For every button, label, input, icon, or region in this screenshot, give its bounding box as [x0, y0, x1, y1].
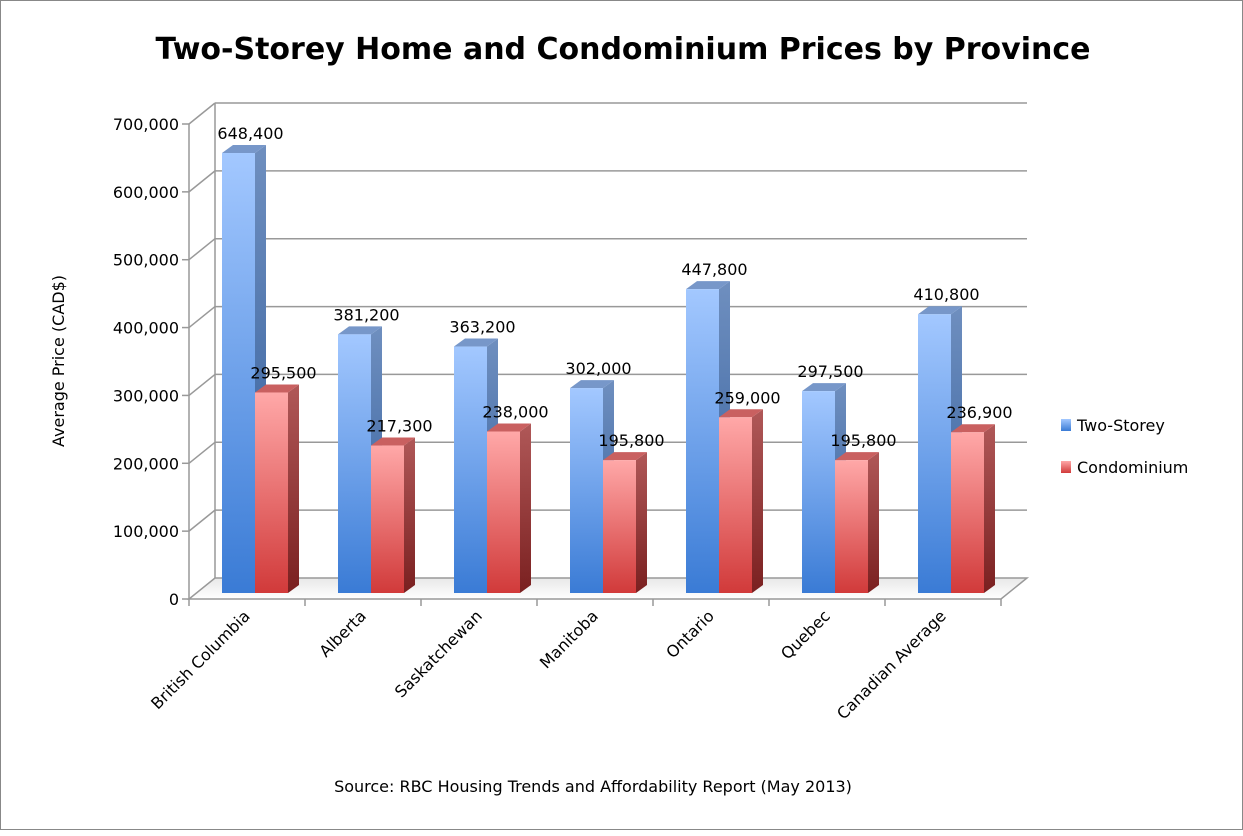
bar-front [719, 417, 752, 593]
bar-condominium-british-columbia [255, 384, 299, 593]
bar-front [338, 334, 371, 593]
data-label: 410,800 [913, 285, 979, 304]
gridline-side [188, 102, 216, 125]
source-note: Source: RBC Housing Trends and Affordabi… [334, 777, 852, 796]
x-tick-label: Alberta [315, 606, 369, 660]
gridline-side [188, 441, 216, 464]
bar-top [338, 326, 382, 335]
bar-side [868, 452, 879, 593]
bar-top [686, 281, 730, 290]
gridline-side [188, 509, 216, 532]
y-tick-label: 100,000 [113, 522, 179, 541]
bar-top [719, 409, 763, 418]
legend: Two-Storey Condominium [1061, 416, 1188, 477]
bar-front [918, 314, 951, 593]
bar-condominium-quebec [835, 452, 879, 593]
y-tick-label: 400,000 [113, 319, 179, 338]
bar-condominium-ontario [719, 409, 763, 593]
legend-label: Condominium [1077, 458, 1188, 477]
legend-swatch [1061, 419, 1071, 431]
bar-front [371, 445, 404, 593]
data-label: 447,800 [681, 260, 747, 279]
bar-side [636, 452, 647, 593]
x-tick-label: Saskatchewan [391, 606, 486, 701]
bar-top [454, 338, 498, 347]
bar-top [835, 452, 879, 461]
bar-front [255, 392, 288, 593]
x-tick-label: Quebec [777, 606, 834, 663]
bar-top [371, 437, 415, 446]
data-label: 238,000 [482, 403, 548, 422]
bar-top [487, 423, 531, 432]
bar-front [570, 388, 603, 593]
data-label: 363,200 [449, 318, 515, 337]
bar-front [487, 431, 520, 593]
bar-top [951, 424, 995, 433]
bar-top [570, 380, 614, 389]
bar-top [255, 384, 299, 393]
bar-condominium-canadian-average [951, 424, 995, 593]
y-tick-label: 700,000 [113, 115, 179, 134]
bar-side [752, 409, 763, 593]
y-tick-label: 0 [169, 590, 179, 609]
legend-label: Two-Storey [1076, 416, 1165, 435]
bar-side [288, 384, 299, 593]
bar-front [603, 460, 636, 593]
bar-side [404, 437, 415, 593]
bar-top [603, 452, 647, 461]
data-label: 648,400 [217, 124, 283, 143]
bar-front [951, 432, 984, 593]
bar-two-storey-quebec [802, 383, 846, 593]
data-label: 297,500 [797, 362, 863, 381]
legend-swatch [1061, 461, 1071, 473]
bar-top [802, 383, 846, 392]
bar-condominium-alberta [371, 437, 415, 593]
data-label: 295,500 [250, 363, 316, 382]
y-tick-label: 500,000 [113, 251, 179, 270]
y-tick-label: 600,000 [113, 183, 179, 202]
bar-front [835, 460, 868, 593]
bar-front [222, 153, 255, 593]
bar-condominium-manitoba [603, 452, 647, 593]
data-label: 381,200 [333, 305, 399, 324]
y-tick-label: 200,000 [113, 454, 179, 473]
bar-side [520, 423, 531, 593]
data-label: 236,900 [946, 403, 1012, 422]
gridline-side [188, 373, 216, 397]
bar-condominium-saskatchewan [487, 423, 531, 593]
data-label: 302,000 [565, 359, 631, 378]
x-tick-label: Canadian Average [833, 606, 950, 723]
bar-top [918, 306, 962, 315]
bar-front [454, 346, 487, 593]
gridline-side [188, 170, 216, 193]
bar-front [802, 391, 835, 593]
bar-side [984, 424, 995, 593]
x-tick-label: Ontario [662, 606, 718, 662]
y-tick-label: 300,000 [113, 386, 179, 405]
data-label: 195,800 [830, 431, 896, 450]
gridline-side [188, 238, 216, 261]
bar-front [686, 289, 719, 593]
data-label: 217,300 [366, 417, 432, 436]
data-label: 259,000 [714, 388, 780, 407]
bar-top [222, 145, 266, 154]
y-axis-label: Average Price (CAD$) [49, 275, 68, 447]
data-label: 195,800 [598, 431, 664, 450]
x-tick-label: British Columbia [147, 606, 254, 713]
gridline-side [188, 305, 216, 329]
chart-title: Two-Storey Home and Condominium Prices b… [156, 32, 1091, 67]
x-tick-label: Manitoba [536, 606, 602, 672]
